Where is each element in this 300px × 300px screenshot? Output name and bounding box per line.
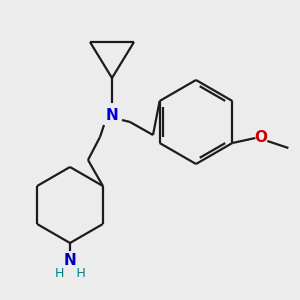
Text: N: N: [64, 253, 76, 268]
Text: O: O: [254, 130, 267, 146]
Text: N: N: [106, 107, 118, 122]
Text: H   H: H H: [55, 267, 86, 280]
